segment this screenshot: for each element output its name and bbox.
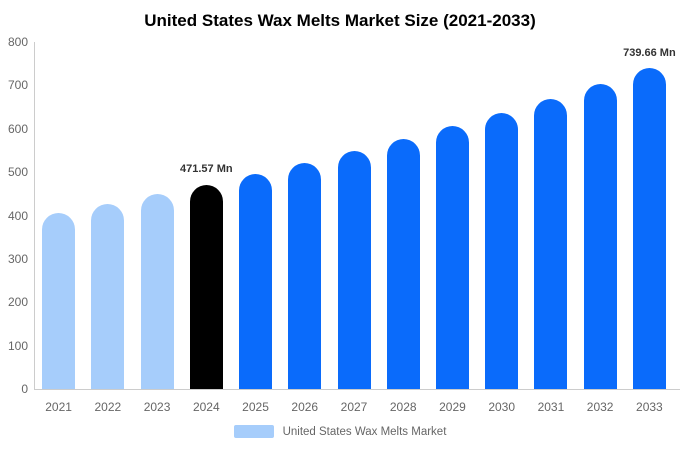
legend-label: United States Wax Melts Market — [282, 425, 447, 438]
x-tick-label: 2030 — [488, 400, 516, 414]
x-axis-line — [34, 389, 680, 390]
y-tick-label: 400 — [7, 208, 28, 223]
y-tick-label: 700 — [7, 78, 28, 93]
bar-2021 — [42, 212, 76, 389]
chart-title: United States Wax Melts Market Size (202… — [144, 11, 536, 30]
y-axis-line — [34, 42, 35, 389]
y-tick-label: 100 — [7, 338, 28, 353]
x-tick-label: 2033 — [636, 400, 663, 414]
bar-2030 — [485, 112, 519, 389]
x-tick-label: 2032 — [586, 400, 614, 414]
y-tick-label: 600 — [7, 121, 28, 136]
x-tick-label: 2031 — [537, 400, 565, 414]
x-tick-label: 2029 — [439, 400, 466, 414]
bar-2022 — [91, 203, 125, 389]
bar-2025 — [239, 173, 272, 389]
x-tick-label: 2021 — [45, 400, 72, 414]
x-tick-label: 2023 — [143, 400, 171, 414]
x-tick-label: 2025 — [242, 400, 269, 414]
x-tick-label: 2024 — [192, 400, 220, 414]
x-tick-label: 2027 — [340, 400, 368, 414]
bar-2024 — [189, 184, 223, 389]
bar-2027 — [337, 151, 371, 389]
y-tick-label: 0 — [21, 382, 28, 396]
y-tick-label: 200 — [7, 295, 28, 310]
legend-swatch — [233, 425, 274, 438]
value-label-2024: 471.57 Mn — [180, 163, 233, 176]
bar-2026 — [288, 163, 322, 389]
bar-2032 — [583, 83, 617, 389]
bar-2023 — [140, 194, 174, 389]
bar-2031 — [534, 98, 568, 389]
bar-2028 — [386, 139, 420, 389]
x-tick-label: 2026 — [291, 400, 319, 414]
y-tick-label: 500 — [7, 165, 28, 180]
legend: United States Wax Melts Market — [0, 425, 680, 438]
bar-2033 — [632, 68, 666, 389]
y-tick-label: 800 — [7, 35, 28, 49]
x-tick-label: 2022 — [94, 400, 122, 414]
value-label-2033: 739.66 Mn — [623, 47, 676, 60]
x-tick-label: 2028 — [389, 400, 417, 414]
y-tick-label: 300 — [7, 251, 28, 266]
bar-2029 — [436, 126, 469, 389]
